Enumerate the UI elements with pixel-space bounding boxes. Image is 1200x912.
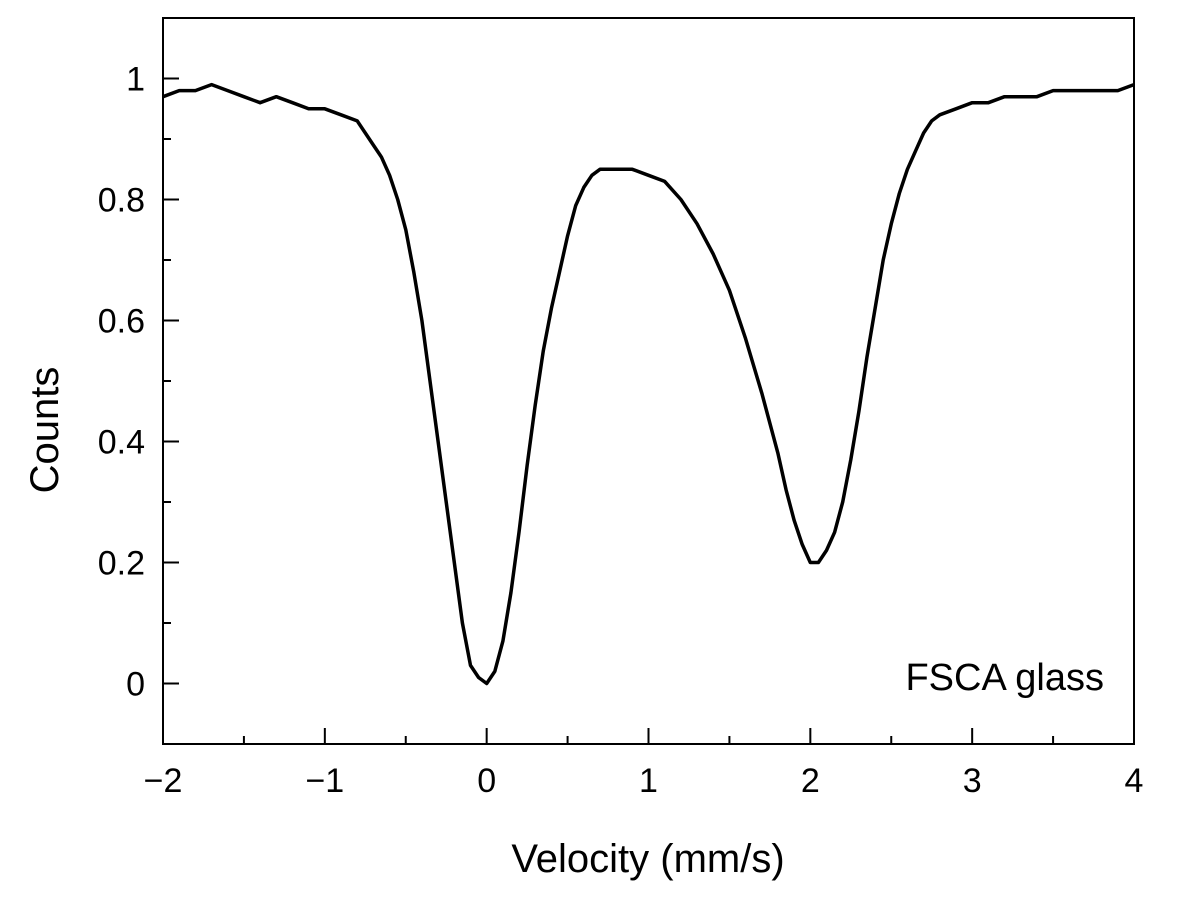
x-tick-label: 3 bbox=[963, 762, 982, 800]
y-tick-label: 0 bbox=[126, 666, 145, 704]
y-tick-label: 0.2 bbox=[98, 545, 145, 583]
x-tick-label: 4 bbox=[1125, 762, 1144, 800]
y-tick-label: 0.8 bbox=[98, 182, 145, 220]
spectrum-line bbox=[162, 82, 1135, 686]
y-tick-label: 0.6 bbox=[98, 303, 145, 341]
x-tick-label: 2 bbox=[801, 762, 820, 800]
plot-frame bbox=[162, 17, 1135, 745]
y-tick-label: 0.4 bbox=[98, 424, 145, 462]
x-tick-label: 0 bbox=[477, 762, 496, 800]
y-axis-label: Counts bbox=[23, 367, 67, 494]
sample-annotation: FSCA glass bbox=[905, 657, 1104, 699]
x-tick-label: −1 bbox=[305, 762, 344, 800]
y-tick-label: 1 bbox=[126, 61, 145, 99]
x-tick-label: −2 bbox=[144, 762, 183, 800]
x-tick-label: 1 bbox=[639, 762, 658, 800]
x-axis-label: Velocity (mm/s) bbox=[511, 837, 784, 881]
